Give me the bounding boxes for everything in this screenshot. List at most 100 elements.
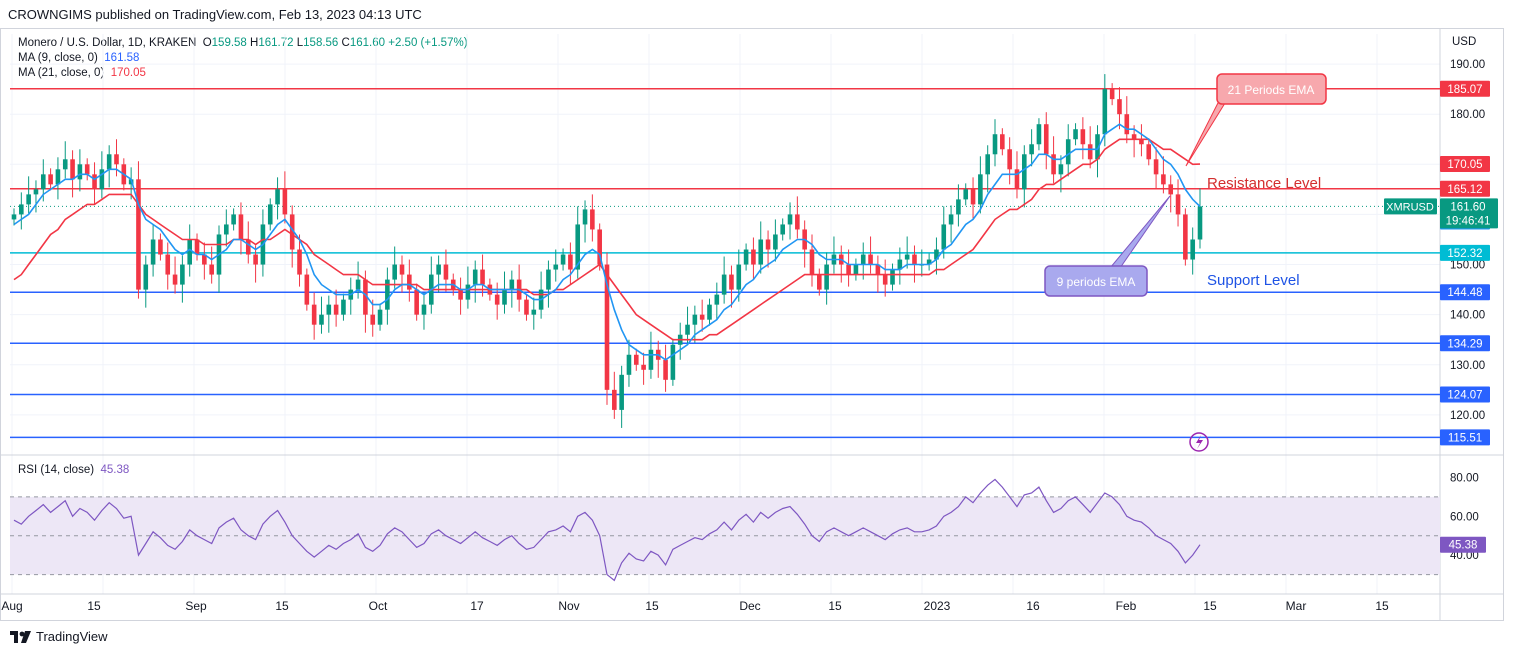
candle-body — [333, 304, 339, 315]
candle-body — [70, 159, 75, 180]
candle-body — [509, 279, 515, 290]
candle — [282, 171, 288, 224]
candle-body — [150, 239, 156, 265]
candle-body — [1036, 124, 1042, 145]
level-tag: 185.07 — [1447, 84, 1482, 96]
price-tick: 140.00 — [1450, 310, 1485, 322]
candle-body — [1065, 139, 1071, 165]
x-tick: 2023 — [924, 599, 951, 613]
candle — [758, 221, 764, 274]
candle — [165, 242, 171, 290]
candle — [1161, 156, 1166, 194]
candle-body — [626, 354, 632, 375]
candle-body — [1139, 139, 1144, 145]
candle-body — [363, 279, 368, 315]
candle — [1131, 125, 1137, 158]
high-label: H — [250, 37, 259, 49]
candle-body — [956, 199, 961, 215]
candle-body — [817, 274, 822, 290]
candle-body — [1161, 174, 1166, 185]
candle — [934, 237, 939, 275]
rsi-label[interactable]: RSI (14, close) — [18, 464, 95, 476]
candle — [1139, 124, 1144, 157]
change-value: +2.50 (+1.57%) — [388, 37, 468, 49]
candle-body — [670, 344, 676, 380]
currency-label: USD — [1452, 36, 1476, 48]
candle — [846, 249, 851, 287]
candle-body — [633, 354, 639, 365]
candle-body — [882, 274, 888, 285]
candle — [1175, 179, 1181, 227]
candle — [458, 277, 463, 315]
candle — [853, 258, 859, 281]
candle — [1095, 125, 1100, 178]
candle-body — [1029, 144, 1034, 155]
level-tag: 165.12 — [1447, 184, 1482, 196]
candle — [948, 205, 954, 243]
candle — [11, 208, 17, 226]
candle — [348, 277, 354, 315]
candle — [692, 305, 698, 343]
candle — [831, 236, 837, 274]
level-tag: 115.51 — [1448, 432, 1482, 444]
candle-body — [443, 264, 449, 280]
candle-body — [1043, 124, 1049, 155]
rsi-tick: 60.00 — [1450, 511, 1479, 523]
candle-body — [904, 254, 910, 260]
candle — [158, 233, 163, 261]
candle — [70, 150, 75, 198]
candle-body — [985, 154, 990, 175]
candle-body — [590, 209, 595, 230]
candle — [253, 245, 258, 283]
rsi-pane — [10, 478, 1440, 582]
candle — [428, 256, 434, 314]
symbol-name[interactable]: Monero / U.S. Dollar, 1D, KRAKEN — [18, 37, 197, 49]
candle — [341, 293, 346, 321]
x-tick: 15 — [275, 599, 289, 613]
candle-body — [926, 259, 932, 265]
candle-body — [897, 259, 903, 270]
candle-body — [1131, 134, 1137, 140]
candle-body — [809, 249, 815, 275]
candle-body — [1190, 239, 1195, 260]
x-tick: 15 — [828, 599, 842, 613]
candle-body — [209, 264, 214, 275]
candle — [143, 255, 149, 308]
candle-body — [33, 189, 39, 195]
candle-body — [472, 269, 478, 285]
candle — [216, 225, 222, 293]
candle-body — [143, 264, 149, 290]
publisher-header: CROWNGIMS published on TradingView.com, … — [8, 7, 422, 22]
ma9-label[interactable]: MA (9, close, 0) — [18, 52, 98, 64]
candle — [1029, 129, 1034, 167]
candle-body — [948, 214, 954, 225]
low-value: 158.56 — [303, 37, 339, 49]
candle-body — [245, 239, 251, 255]
candle — [180, 255, 185, 303]
candle — [597, 223, 602, 271]
candle — [663, 344, 668, 392]
candle-body — [553, 264, 559, 270]
candle-body — [202, 254, 207, 265]
candle-body — [648, 349, 654, 370]
tradingview-brand[interactable]: TradingView — [36, 629, 108, 644]
candle — [655, 340, 661, 378]
candle — [392, 246, 397, 289]
ema21-callout-pointer — [1185, 94, 1231, 167]
candle-body — [385, 279, 390, 310]
candle — [890, 263, 895, 291]
candle-body — [721, 274, 727, 295]
candle-body — [1014, 169, 1020, 190]
candle — [721, 256, 727, 304]
candle-body — [963, 189, 969, 200]
candle — [963, 183, 969, 206]
x-tick: 17 — [470, 599, 484, 613]
candle — [62, 141, 68, 179]
candle-body — [436, 264, 441, 275]
resistance-label: Resistance Level — [1207, 175, 1321, 192]
candle — [150, 224, 156, 277]
x-tick: Sep — [185, 599, 207, 613]
ma21-label[interactable]: MA (21, close, 0) — [18, 67, 105, 79]
candle — [824, 252, 829, 305]
